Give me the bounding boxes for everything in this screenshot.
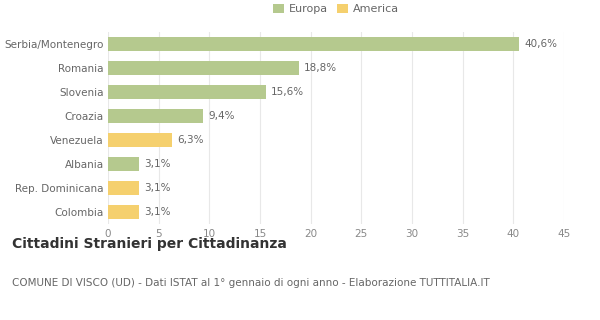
Text: Cittadini Stranieri per Cittadinanza: Cittadini Stranieri per Cittadinanza bbox=[12, 237, 287, 251]
Bar bbox=[108, 85, 266, 99]
Bar bbox=[108, 109, 203, 123]
Text: 6,3%: 6,3% bbox=[177, 135, 203, 145]
Bar bbox=[108, 133, 172, 147]
Bar bbox=[108, 181, 139, 195]
Text: COMUNE DI VISCO (UD) - Dati ISTAT al 1° gennaio di ogni anno - Elaborazione TUTT: COMUNE DI VISCO (UD) - Dati ISTAT al 1° … bbox=[12, 278, 490, 288]
Text: 40,6%: 40,6% bbox=[524, 39, 557, 49]
Bar bbox=[108, 157, 139, 171]
Bar bbox=[108, 205, 139, 219]
Text: 15,6%: 15,6% bbox=[271, 87, 304, 97]
Text: 18,8%: 18,8% bbox=[304, 63, 337, 73]
Legend: Europa, America: Europa, America bbox=[269, 0, 403, 19]
Bar bbox=[108, 37, 520, 51]
Text: 3,1%: 3,1% bbox=[145, 207, 171, 217]
Text: 3,1%: 3,1% bbox=[145, 183, 171, 193]
Text: 9,4%: 9,4% bbox=[208, 111, 235, 121]
Text: 3,1%: 3,1% bbox=[145, 159, 171, 169]
Bar bbox=[108, 61, 299, 75]
